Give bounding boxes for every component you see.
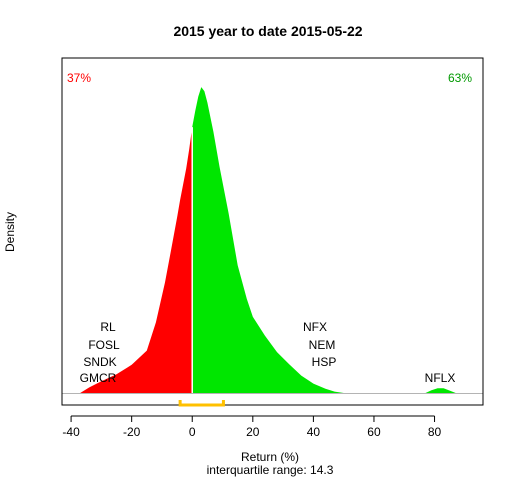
outlier-density-area — [425, 388, 456, 393]
chart-title: 2015 year to date 2015-05-22 — [173, 23, 362, 39]
iqr-bracket — [178, 400, 225, 407]
right-tail-labels: NFX NEM HSP — [303, 320, 336, 369]
left-tail-label: RL — [100, 320, 116, 334]
negative-share-label: 37% — [67, 71, 91, 85]
x-tick-label: 0 — [189, 425, 196, 439]
x-tick-label: 80 — [428, 425, 442, 439]
right-tail-label: NEM — [309, 338, 336, 352]
outlier-label: NFLX — [425, 371, 456, 385]
x-tick-label: 20 — [246, 425, 260, 439]
positive-share-label: 63% — [448, 71, 472, 85]
x-axis-title: Return (%) — [241, 450, 299, 464]
right-tail-label: HSP — [312, 355, 337, 369]
x-tick-label: 40 — [307, 425, 321, 439]
left-tail-label: FOSL — [88, 338, 120, 352]
plot-area — [61, 57, 484, 407]
negative-density-area — [80, 127, 193, 393]
left-tail-label: SNDK — [83, 355, 116, 369]
x-tick-label: -20 — [123, 425, 141, 439]
left-tail-label: GMCR — [80, 371, 117, 385]
right-tail-label: NFX — [303, 320, 327, 334]
x-tick-label: -40 — [62, 425, 80, 439]
x-axis: -40 -20 0 20 40 60 80 — [62, 415, 442, 439]
positive-density-area — [192, 87, 344, 393]
iqr-subtitle: interquartile range: 14.3 — [207, 463, 334, 477]
left-tail-labels: RL FOSL SNDK GMCR — [80, 320, 120, 385]
y-axis-title: Density — [3, 212, 17, 252]
plot-frame — [61, 57, 484, 406]
x-tick-label: 60 — [367, 425, 381, 439]
